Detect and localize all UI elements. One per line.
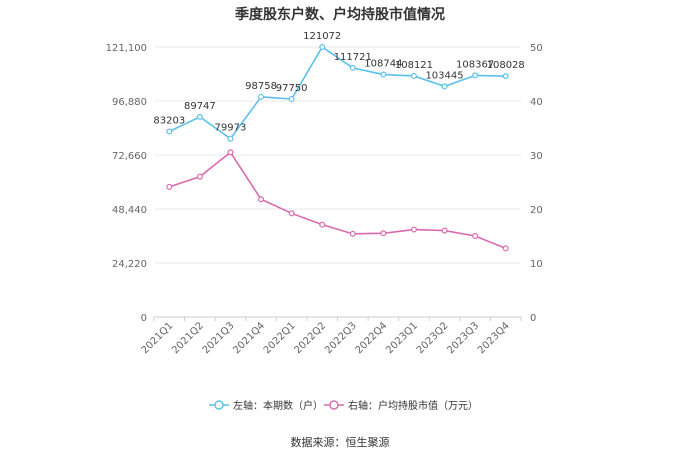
data-point <box>166 128 173 135</box>
data-point <box>258 93 265 100</box>
data-label: 111721 <box>334 52 372 63</box>
data-point <box>288 96 295 103</box>
x-axis-tick-label: 2023Q3 <box>445 320 481 356</box>
data-point <box>288 210 295 217</box>
data-point <box>472 233 479 240</box>
data-point <box>349 230 356 237</box>
data-label: 98758 <box>245 81 277 92</box>
data-label: 108028 <box>487 60 525 71</box>
data-point <box>380 71 387 78</box>
left-axis-tick-label: 121,100 <box>106 43 147 54</box>
x-axis-tick-label: 2023Q4 <box>476 320 512 356</box>
x-axis-tick-label: 2022Q1 <box>262 320 298 356</box>
x-axis-tick-label: 2021Q4 <box>231 320 267 356</box>
data-label: 89747 <box>184 101 216 112</box>
data-point <box>258 196 265 203</box>
data-point <box>441 227 448 234</box>
data-point <box>410 226 417 233</box>
x-axis-tick-label: 2022Q4 <box>354 320 390 356</box>
right-axis-tick-label: 30 <box>530 151 543 162</box>
legend-label: 右轴：户均持股市值（万元） <box>348 399 478 412</box>
data-label: 97750 <box>276 83 308 94</box>
right-axis-tick-label: 0 <box>530 313 536 324</box>
data-label: 108121 <box>395 60 433 71</box>
chart-title: 季度股东户数、户均持股市值情况 <box>235 7 445 23</box>
data-point <box>319 44 326 51</box>
x-axis-tick-label: 2021Q1 <box>140 320 176 356</box>
series-line-1 <box>168 45 506 140</box>
data-point <box>502 245 509 252</box>
left-axis-tick-label: 96,880 <box>112 97 147 108</box>
left-axis-tick-label: 48,440 <box>112 205 147 216</box>
series-line-2 <box>169 151 507 250</box>
left-axis-tick-label: 72,660 <box>112 151 147 162</box>
right-axis-tick-label: 50 <box>530 43 543 54</box>
legend-label: 左轴：本期数（户） <box>233 399 323 412</box>
data-point <box>196 113 203 120</box>
data-label: 108744 <box>364 59 402 70</box>
data-point <box>166 183 173 190</box>
legend-swatch-marker <box>329 400 339 410</box>
data-label: 103445 <box>425 70 463 81</box>
data-point <box>349 64 356 71</box>
data-point <box>227 135 234 142</box>
x-axis-tick-label: 2021Q3 <box>201 320 237 356</box>
left-axis-tick-label: 24,220 <box>112 259 147 270</box>
right-axis-tick-label: 40 <box>530 97 543 108</box>
x-axis-tick-label: 2023Q1 <box>384 320 420 356</box>
x-axis-tick-label: 2023Q2 <box>415 320 451 356</box>
data-point <box>472 72 479 79</box>
right-axis-tick-label: 20 <box>530 205 543 216</box>
data-point <box>380 230 387 237</box>
x-axis-tick-label: 2021Q2 <box>170 320 206 356</box>
data-point <box>227 149 234 156</box>
data-point <box>196 173 203 180</box>
x-axis-tick-label: 2022Q3 <box>323 320 359 356</box>
data-point <box>441 83 448 90</box>
data-source: 数据来源：恒生聚源 <box>290 436 390 449</box>
data-point <box>502 73 509 80</box>
x-axis-tick-label: 2022Q2 <box>292 320 328 356</box>
legend-swatch-marker <box>214 400 224 410</box>
data-label: 79973 <box>215 123 247 134</box>
right-axis-tick-label: 10 <box>530 259 543 270</box>
data-label: 83203 <box>153 115 185 126</box>
data-point <box>319 221 326 228</box>
data-point <box>410 72 417 79</box>
left-axis-tick-label: 0 <box>141 313 147 324</box>
data-label: 108367 <box>456 59 494 70</box>
data-label: 121072 <box>303 31 341 42</box>
